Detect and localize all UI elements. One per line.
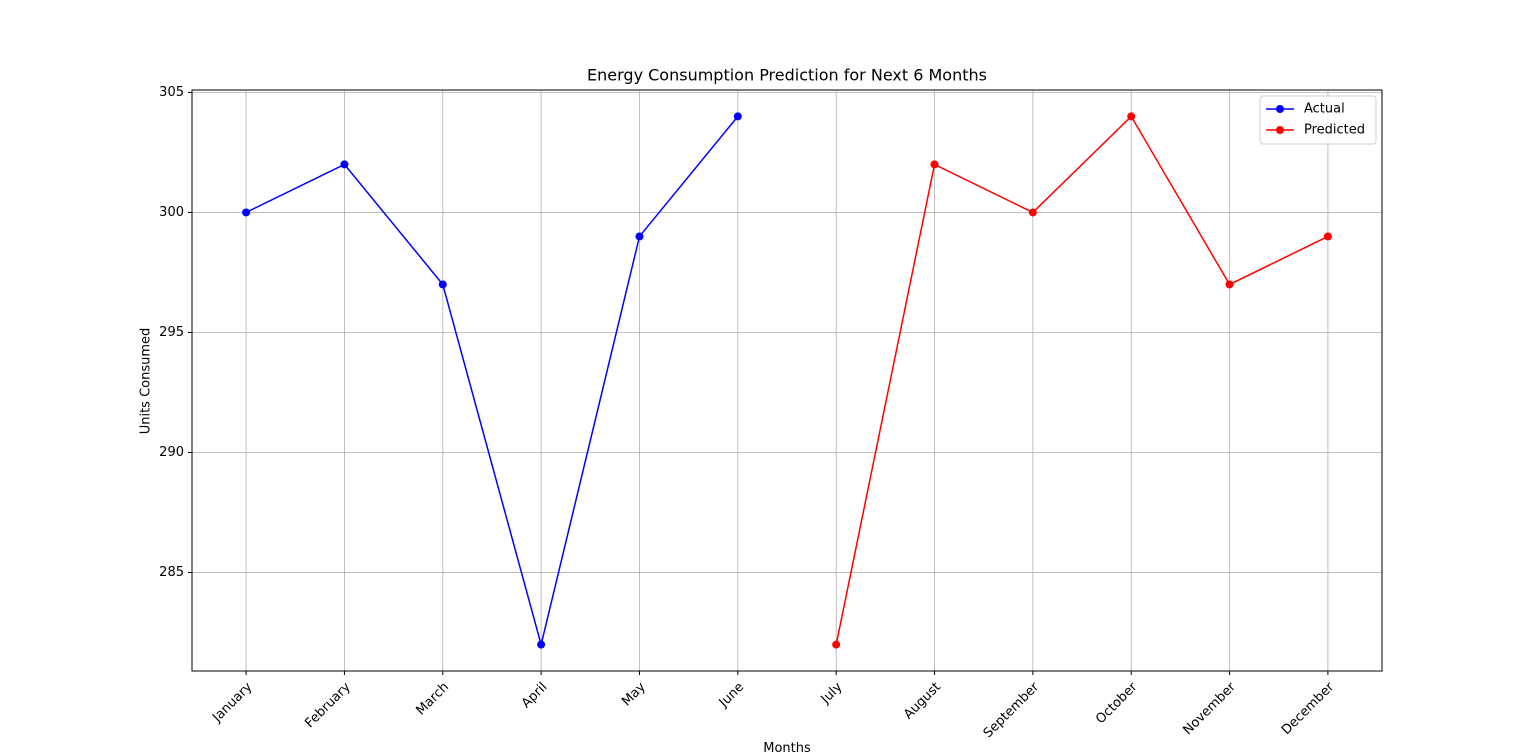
x-tick-label: January — [209, 679, 255, 725]
x-tick-label: November — [1180, 679, 1239, 738]
x-tick-label: July — [818, 679, 846, 707]
x-tick-label: May — [619, 679, 649, 709]
data-point — [438, 280, 447, 289]
x-tick-label: April — [519, 680, 551, 712]
y-tick-label: 295 — [159, 325, 184, 340]
data-point — [1225, 280, 1234, 289]
x-tick-label: February — [302, 679, 354, 731]
y-tick-label: 285 — [159, 565, 184, 580]
data-point — [1127, 112, 1136, 121]
series-line — [245, 115, 739, 645]
data-point — [340, 160, 349, 169]
data-point — [832, 640, 841, 649]
data-point — [635, 232, 644, 241]
y-axis-label: Units Consumed — [139, 328, 154, 435]
x-tick-label: March — [413, 680, 452, 719]
data-point — [1323, 232, 1332, 241]
legend-box — [1259, 95, 1377, 145]
legend-marker — [1276, 105, 1284, 113]
data-point — [537, 640, 546, 649]
data-point — [1028, 208, 1037, 217]
x-axis-label: Months — [763, 741, 811, 754]
y-tick-label: 305 — [159, 85, 184, 100]
x-tick-label: December — [1279, 679, 1338, 738]
series-line — [835, 115, 1329, 645]
legend-marker — [1276, 126, 1284, 134]
x-tick-label: August — [901, 680, 944, 723]
y-tick-label: 300 — [159, 205, 184, 220]
data-point — [930, 160, 939, 169]
legend-label: Actual — [1304, 102, 1345, 117]
plot-frame — [191, 89, 1383, 672]
chart-title: Energy Consumption Prediction for Next 6… — [587, 66, 987, 85]
x-tick-label: September — [981, 679, 1043, 741]
y-tick-label: 290 — [159, 445, 184, 460]
data-point — [242, 208, 251, 217]
x-tick-label: October — [1093, 679, 1141, 727]
data-point — [733, 112, 742, 121]
legend-label: Predicted — [1304, 123, 1365, 138]
x-tick-label: June — [716, 680, 747, 711]
